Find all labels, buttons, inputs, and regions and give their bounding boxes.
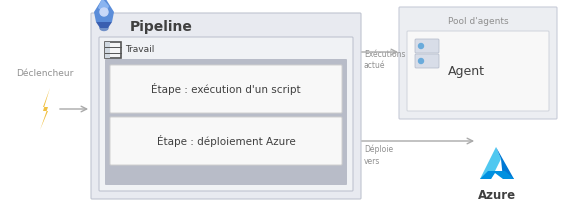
Text: Agent: Agent [448, 64, 485, 78]
FancyBboxPatch shape [110, 117, 342, 165]
Text: Déploie
vers: Déploie vers [364, 145, 393, 166]
FancyBboxPatch shape [99, 37, 353, 191]
Text: Pipeline: Pipeline [130, 20, 193, 34]
Bar [105, 53, 110, 58]
FancyBboxPatch shape [399, 7, 557, 119]
Polygon shape [98, 0, 109, 14]
Polygon shape [496, 147, 514, 179]
Text: Azure: Azure [478, 189, 516, 202]
Bar [105, 42, 110, 47]
FancyBboxPatch shape [105, 59, 347, 185]
Text: Étape : exécution d'un script: Étape : exécution d'un script [151, 83, 301, 95]
Bar [105, 47, 110, 53]
Circle shape [418, 43, 424, 49]
Text: Déclencheur: Déclencheur [16, 70, 74, 78]
Text: Pool d'agents: Pool d'agents [448, 18, 508, 26]
Polygon shape [480, 147, 501, 179]
Polygon shape [94, 0, 114, 22]
Circle shape [418, 59, 424, 64]
Polygon shape [96, 22, 112, 28]
Text: Étape : déploiement Azure: Étape : déploiement Azure [157, 135, 296, 147]
Text: Travail: Travail [125, 46, 155, 54]
FancyBboxPatch shape [110, 65, 342, 113]
Polygon shape [480, 171, 514, 179]
FancyBboxPatch shape [407, 31, 549, 111]
Text: Exécutions
actué: Exécutions actué [364, 50, 406, 70]
Circle shape [100, 8, 108, 16]
Polygon shape [40, 88, 50, 130]
Ellipse shape [100, 25, 108, 31]
FancyBboxPatch shape [415, 39, 439, 53]
FancyBboxPatch shape [91, 13, 361, 199]
FancyBboxPatch shape [415, 54, 439, 68]
Bar [105, 42, 121, 58]
